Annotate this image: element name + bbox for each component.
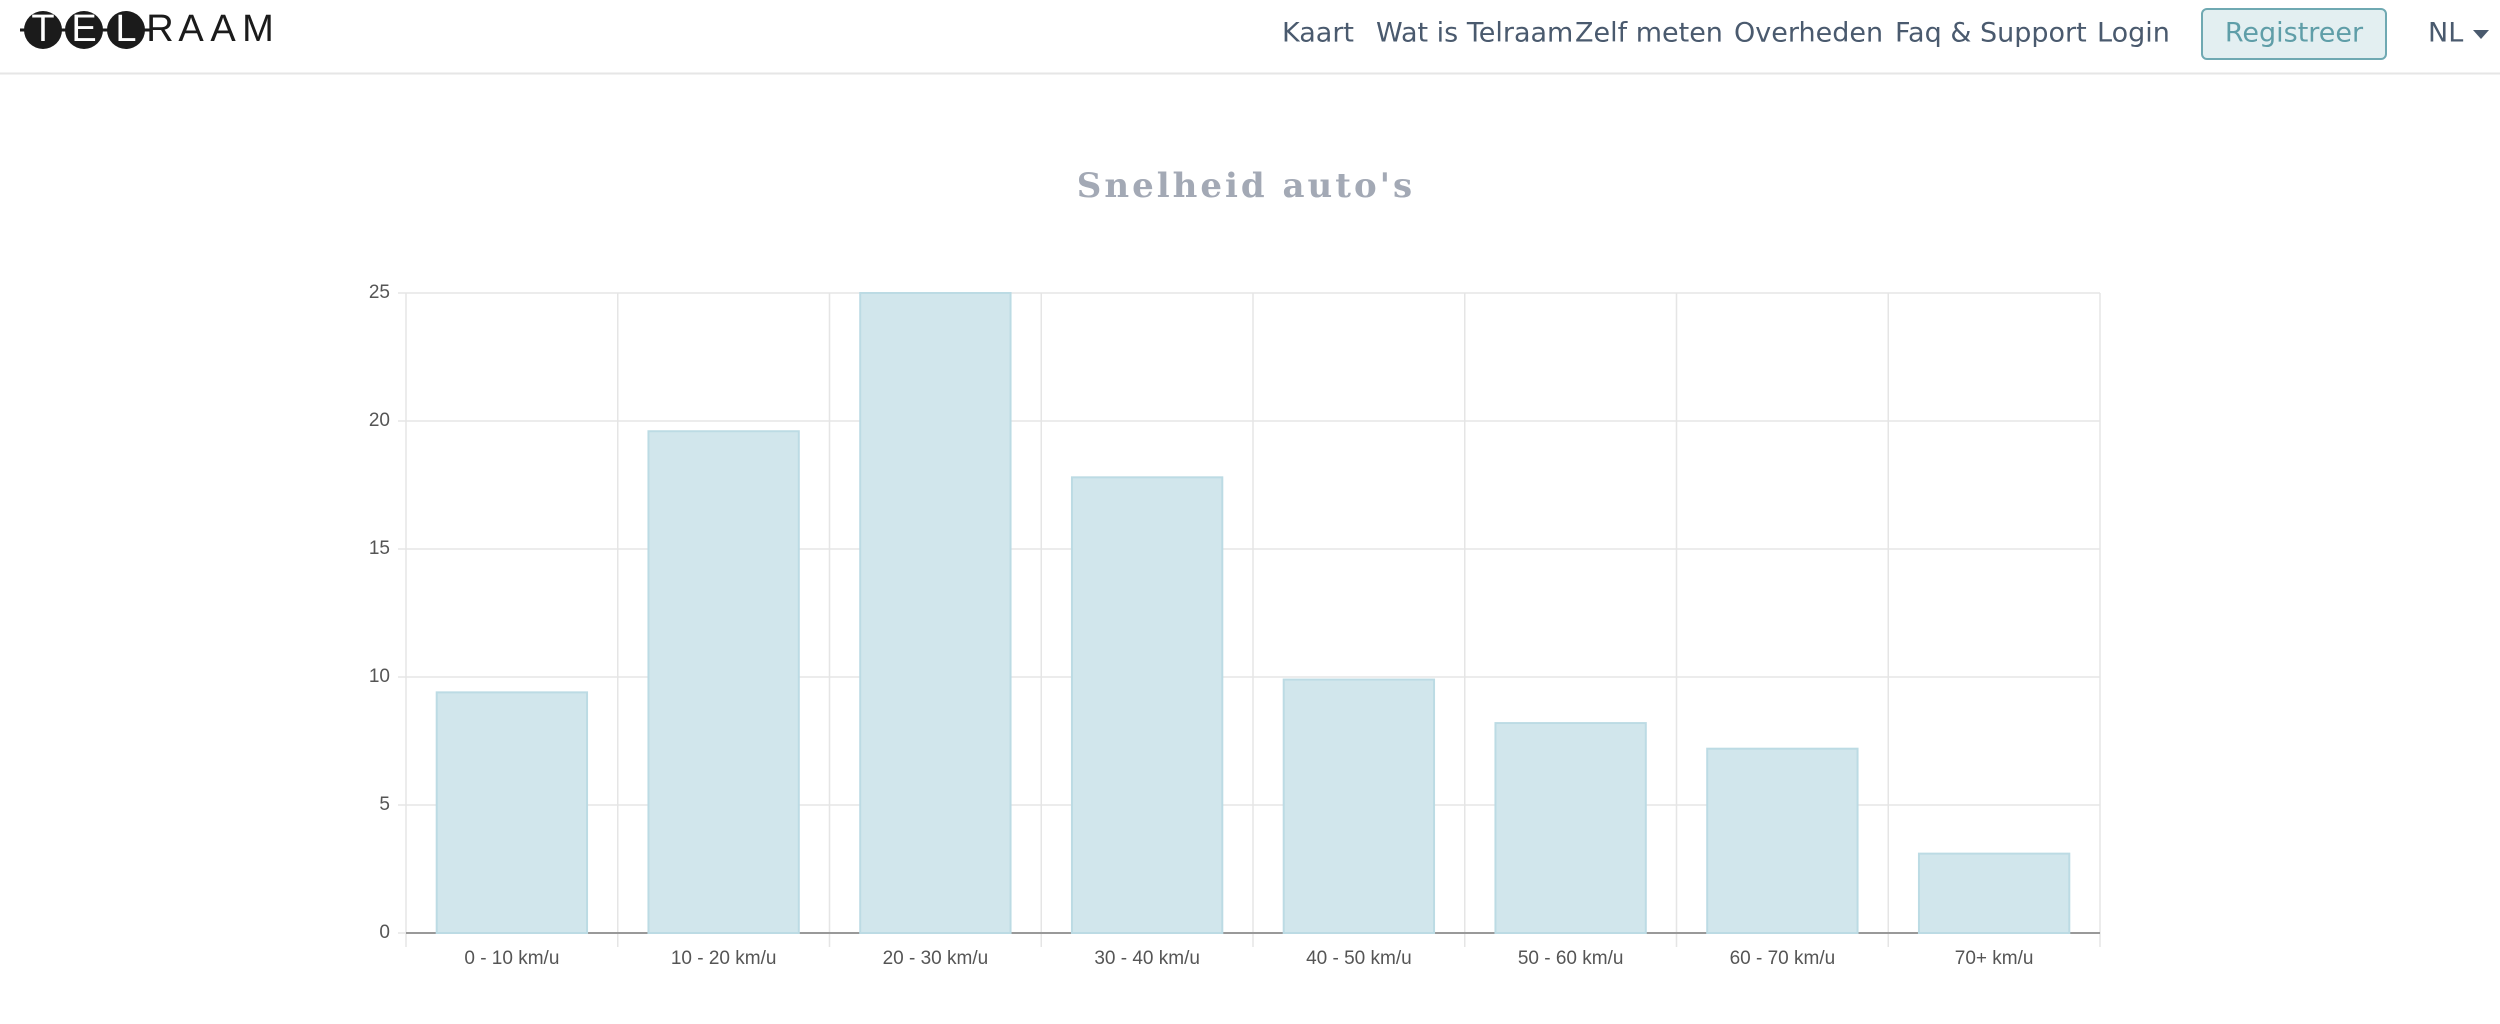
nav-link[interactable]: Kaart: [1282, 18, 1354, 49]
x-tick-label: 50 - 60 km/u: [1518, 948, 1624, 969]
x-tick-label: 30 - 40 km/u: [1094, 948, 1200, 969]
button-bg: [2201, 8, 2387, 60]
bar: [647, 430, 800, 934]
bar: [1706, 747, 1859, 934]
logo[interactable]: TELRAAM: [20, 8, 274, 50]
x-tick-label: 70+ km/u: [1955, 948, 2034, 969]
x-tick-label: 60 - 70 km/u: [1730, 948, 1836, 969]
y-tick-label: 20: [369, 410, 390, 431]
y-tick-label: 0: [379, 922, 390, 943]
nav-link[interactable]: Wat is Telraam: [1376, 18, 1573, 49]
nav-link[interactable]: Faq & Support: [1895, 18, 2087, 49]
bar: [1070, 476, 1224, 934]
x-tick-label: 40 - 50 km/u: [1306, 948, 1412, 969]
chart: 0 5 10 15 20 25 0 - 10 km/u 10 - 20 km/u 20 - 30…: [369, 282, 2101, 969]
chart-title: Snelheid auto's: [1077, 166, 1415, 206]
x-tick-label: 10 - 20 km/u: [671, 948, 777, 969]
x-tick-label: 0 - 10 km/u: [464, 948, 559, 969]
register-button[interactable]: Registreer: [2201, 8, 2387, 60]
nav-link[interactable]: Zelf meten: [1575, 18, 1723, 49]
bar: [435, 691, 589, 934]
bar: [859, 292, 1012, 934]
language[interactable]: NL: [2428, 18, 2463, 49]
header: [0, 0, 2500, 73]
logo-text: TELRAAM: [31, 8, 273, 50]
bar: [1282, 678, 1436, 934]
y-tick-label: 5: [379, 794, 390, 815]
y-tick-label: 15: [369, 538, 390, 559]
x-tick-label: 20 - 30 km/u: [883, 948, 989, 969]
y-tick-label: 25: [369, 282, 390, 303]
nav-link[interactable]: Overheden: [1734, 18, 1883, 49]
bar: [1917, 852, 2071, 935]
button-label: Registreer: [2225, 18, 2364, 49]
y-tick-label: 10: [369, 666, 390, 687]
bar: [1494, 722, 1647, 935]
nav-link[interactable]: Login: [2097, 18, 2170, 49]
caret: [2473, 30, 2489, 39]
